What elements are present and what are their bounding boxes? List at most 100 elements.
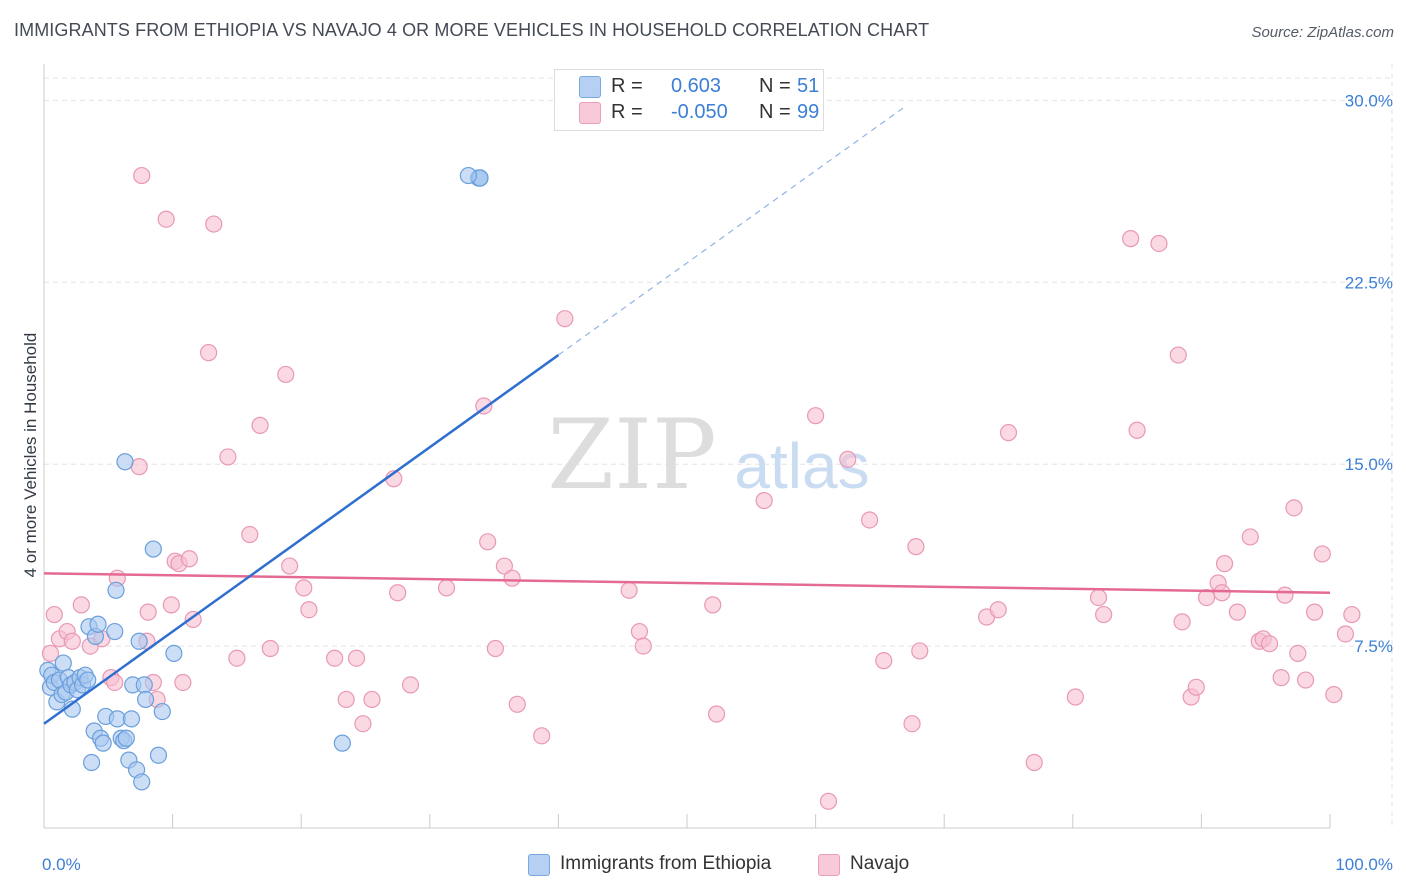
ethiopia-points bbox=[39, 166, 489, 791]
navajo-point bbox=[911, 642, 929, 660]
navajo-point bbox=[704, 596, 722, 614]
navajo-point bbox=[861, 511, 879, 529]
navajo-point bbox=[162, 596, 180, 614]
x-tick-label: 0.0% bbox=[42, 855, 81, 874]
navajo-point bbox=[277, 365, 295, 384]
ethiopia-point bbox=[107, 581, 125, 599]
legend-swatch-pink bbox=[579, 102, 601, 124]
navajo-point bbox=[1215, 555, 1234, 573]
navajo-point bbox=[875, 652, 893, 670]
ethiopia-trend-extension bbox=[558, 105, 906, 356]
chart-title: IMMIGRANTS FROM ETHIOPIA VS NAVAJO 4 OR … bbox=[14, 20, 930, 40]
navajo-point bbox=[200, 344, 218, 362]
navajo-point bbox=[1197, 588, 1216, 607]
ethiopia-point bbox=[165, 644, 183, 662]
navajo-point bbox=[1128, 421, 1146, 439]
legend-n-label: N = bbox=[759, 101, 791, 123]
navajo-points bbox=[41, 166, 1361, 810]
y-tick-label: 22.5% bbox=[1345, 273, 1393, 292]
navajo-point bbox=[1289, 644, 1307, 662]
navajo-point bbox=[707, 705, 726, 723]
legend-n-value: 99 bbox=[797, 101, 820, 123]
stats-legend: R = 0.603 N = 51 R = -0.050 N = 99 bbox=[554, 69, 824, 131]
ethiopia-point bbox=[133, 773, 151, 791]
navajo-point bbox=[133, 166, 151, 185]
legend-r-value: 0.603 bbox=[671, 75, 722, 97]
navajo-trend-line bbox=[43, 572, 1331, 594]
legend-r-value: -0.050 bbox=[671, 101, 728, 123]
axes bbox=[43, 64, 1331, 829]
ethiopia-point bbox=[459, 166, 477, 185]
navajo-point bbox=[1272, 669, 1290, 687]
tick-labels: 7.5% 15.0% 22.5% 30.0% 0.0% 100.0% bbox=[42, 91, 1393, 874]
ethiopia-point bbox=[122, 710, 141, 728]
x-tick-label: 100.0% bbox=[1335, 855, 1393, 874]
legend-r-label: R = bbox=[611, 101, 643, 123]
navajo-point bbox=[1260, 635, 1279, 653]
navajo-point bbox=[1305, 603, 1324, 621]
navajo-point bbox=[326, 649, 344, 667]
navajo-point bbox=[903, 715, 921, 733]
navajo-point bbox=[219, 448, 237, 466]
navajo-point bbox=[261, 639, 279, 658]
navajo-point bbox=[157, 210, 175, 228]
navajo-point bbox=[755, 491, 773, 510]
navajo-point bbox=[41, 644, 60, 662]
ethiopia-point bbox=[130, 632, 148, 650]
navajo-point bbox=[389, 584, 407, 602]
navajo-point bbox=[180, 550, 198, 568]
navajo-point bbox=[72, 596, 90, 614]
navajo-point bbox=[1285, 499, 1303, 517]
navajo-point bbox=[630, 622, 649, 641]
legend-swatch-blue bbox=[528, 854, 550, 876]
ethiopia-point bbox=[54, 654, 72, 672]
navajo-point bbox=[907, 538, 925, 556]
navajo-point bbox=[1122, 230, 1140, 248]
navajo-point bbox=[1066, 688, 1084, 706]
navajo-point bbox=[1150, 234, 1168, 253]
ethiopia-point bbox=[82, 753, 101, 772]
navajo-point bbox=[556, 310, 574, 328]
ethiopia-point bbox=[153, 702, 171, 721]
gridlines bbox=[44, 64, 1393, 828]
ethiopia-point bbox=[79, 671, 97, 689]
navajo-point bbox=[1241, 528, 1259, 546]
ethiopia-point bbox=[117, 729, 135, 747]
ethiopia-point bbox=[144, 540, 162, 558]
navajo-point bbox=[241, 525, 259, 544]
navajo-point bbox=[634, 637, 652, 655]
navajo-point bbox=[839, 450, 857, 468]
navajo-point bbox=[45, 605, 63, 624]
navajo-point bbox=[1313, 545, 1331, 563]
ethiopia-point bbox=[94, 734, 112, 752]
navajo-point bbox=[1025, 753, 1043, 772]
legend-n-label: N = bbox=[759, 75, 791, 97]
navajo-point bbox=[228, 649, 246, 667]
legend-r-label: R = bbox=[611, 75, 643, 97]
legend-n-value: 51 bbox=[797, 75, 820, 97]
navajo-point bbox=[281, 557, 299, 575]
navajo-point bbox=[1228, 603, 1247, 621]
navajo-point bbox=[401, 676, 420, 694]
ethiopia-point bbox=[135, 676, 153, 694]
navajo-point bbox=[354, 715, 372, 733]
navajo-point bbox=[508, 695, 526, 713]
navajo-point bbox=[1213, 584, 1231, 602]
legend-label-ethiopia: Immigrants from Ethiopia bbox=[560, 853, 772, 874]
navajo-point bbox=[495, 557, 513, 575]
navajo-point bbox=[300, 601, 318, 619]
ethiopia-point bbox=[149, 746, 168, 764]
watermark: ZIP atlas bbox=[547, 399, 869, 511]
navajo-point bbox=[139, 603, 157, 621]
ethiopia-point bbox=[89, 615, 107, 633]
ethiopia-trend-line bbox=[43, 354, 560, 725]
y-tick-label: 30.0% bbox=[1345, 91, 1393, 110]
navajo-point bbox=[363, 690, 381, 709]
watermark-zip: ZIP bbox=[547, 399, 716, 511]
navajo-point bbox=[1276, 586, 1294, 604]
navajo-point bbox=[1169, 346, 1187, 364]
navajo-point bbox=[1173, 613, 1191, 631]
navajo-point bbox=[1095, 605, 1113, 624]
navajo-point bbox=[251, 416, 269, 434]
source-credit: Source: ZipAtlas.com bbox=[1251, 24, 1394, 41]
